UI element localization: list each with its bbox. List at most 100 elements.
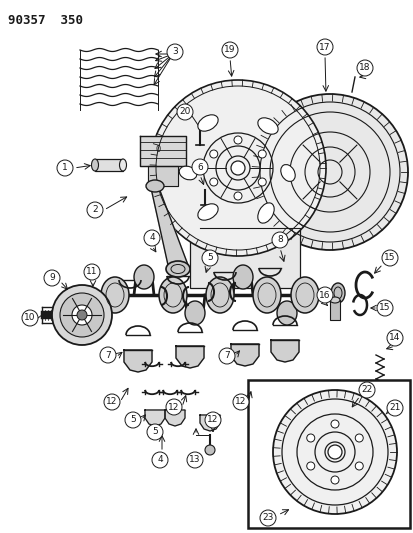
Text: 5: 5 — [206, 254, 212, 262]
Ellipse shape — [166, 261, 190, 277]
Text: 4: 4 — [149, 233, 154, 243]
Circle shape — [327, 445, 341, 459]
Circle shape — [252, 94, 407, 250]
Ellipse shape — [179, 166, 196, 180]
Ellipse shape — [252, 277, 280, 313]
Circle shape — [358, 382, 374, 398]
Polygon shape — [165, 410, 185, 426]
Circle shape — [209, 178, 217, 186]
Text: 1: 1 — [62, 164, 68, 173]
Circle shape — [330, 420, 338, 428]
Text: 90357  350: 90357 350 — [8, 14, 83, 27]
Text: 17: 17 — [318, 43, 330, 52]
Circle shape — [192, 159, 207, 175]
Text: 23: 23 — [262, 513, 273, 522]
Circle shape — [72, 305, 92, 325]
Circle shape — [306, 462, 314, 470]
Circle shape — [230, 161, 244, 175]
Polygon shape — [145, 410, 165, 426]
Circle shape — [202, 250, 218, 266]
Bar — [329, 300, 339, 320]
Text: 8: 8 — [276, 236, 282, 245]
Bar — [95, 159, 123, 171]
Polygon shape — [176, 346, 204, 368]
Circle shape — [22, 310, 38, 326]
Ellipse shape — [257, 203, 273, 223]
Circle shape — [258, 150, 266, 158]
Ellipse shape — [257, 118, 278, 134]
Ellipse shape — [185, 301, 204, 325]
Text: 21: 21 — [388, 403, 400, 413]
Text: 20: 20 — [179, 108, 190, 117]
Ellipse shape — [119, 159, 126, 171]
Circle shape — [356, 60, 372, 76]
Circle shape — [104, 394, 120, 410]
Ellipse shape — [146, 180, 164, 192]
Circle shape — [386, 400, 402, 416]
Text: 10: 10 — [24, 313, 36, 322]
Circle shape — [258, 178, 266, 186]
Ellipse shape — [329, 297, 339, 303]
Polygon shape — [124, 350, 152, 372]
Circle shape — [152, 452, 168, 468]
Bar — [190, 228, 299, 288]
Circle shape — [271, 232, 287, 248]
Polygon shape — [230, 344, 259, 366]
Circle shape — [60, 293, 104, 337]
Bar — [247, 380, 409, 528]
Text: 3: 3 — [172, 47, 178, 56]
Ellipse shape — [330, 283, 344, 303]
Text: 15: 15 — [378, 303, 390, 312]
Circle shape — [44, 270, 60, 286]
Circle shape — [354, 462, 362, 470]
Text: 5: 5 — [130, 416, 135, 424]
Circle shape — [177, 104, 192, 120]
Text: 16: 16 — [318, 290, 330, 300]
Circle shape — [144, 230, 159, 246]
Circle shape — [77, 310, 87, 320]
Ellipse shape — [233, 265, 252, 289]
Text: 9: 9 — [49, 273, 55, 282]
Circle shape — [84, 264, 100, 280]
Ellipse shape — [101, 277, 129, 313]
Circle shape — [381, 250, 397, 266]
Text: 12: 12 — [207, 416, 218, 424]
Circle shape — [233, 192, 242, 200]
Text: 15: 15 — [383, 254, 395, 262]
Circle shape — [233, 394, 248, 410]
Ellipse shape — [206, 277, 233, 313]
Ellipse shape — [197, 204, 218, 220]
Polygon shape — [151, 188, 188, 265]
Circle shape — [166, 399, 182, 415]
Circle shape — [306, 434, 314, 442]
Circle shape — [150, 80, 325, 256]
Circle shape — [386, 330, 402, 346]
Circle shape — [354, 434, 362, 442]
Ellipse shape — [276, 301, 296, 325]
Text: 7: 7 — [223, 351, 229, 360]
Circle shape — [218, 348, 235, 364]
Circle shape — [100, 347, 116, 363]
Circle shape — [166, 44, 183, 60]
Circle shape — [52, 285, 112, 345]
Circle shape — [147, 424, 163, 440]
Circle shape — [259, 510, 275, 526]
Text: 12: 12 — [168, 402, 179, 411]
Ellipse shape — [159, 277, 187, 313]
Circle shape — [272, 390, 396, 514]
Ellipse shape — [197, 115, 218, 131]
Ellipse shape — [280, 165, 294, 181]
Text: 5: 5 — [152, 427, 157, 437]
Text: 18: 18 — [358, 63, 370, 72]
Text: 4: 4 — [157, 456, 162, 464]
Text: 11: 11 — [86, 268, 97, 277]
Ellipse shape — [134, 265, 154, 289]
Circle shape — [87, 202, 103, 218]
Circle shape — [209, 150, 217, 158]
Text: 12: 12 — [106, 398, 117, 407]
Text: 6: 6 — [197, 163, 202, 172]
Circle shape — [233, 136, 242, 144]
Ellipse shape — [290, 277, 318, 313]
Circle shape — [125, 412, 141, 428]
Circle shape — [376, 300, 392, 316]
